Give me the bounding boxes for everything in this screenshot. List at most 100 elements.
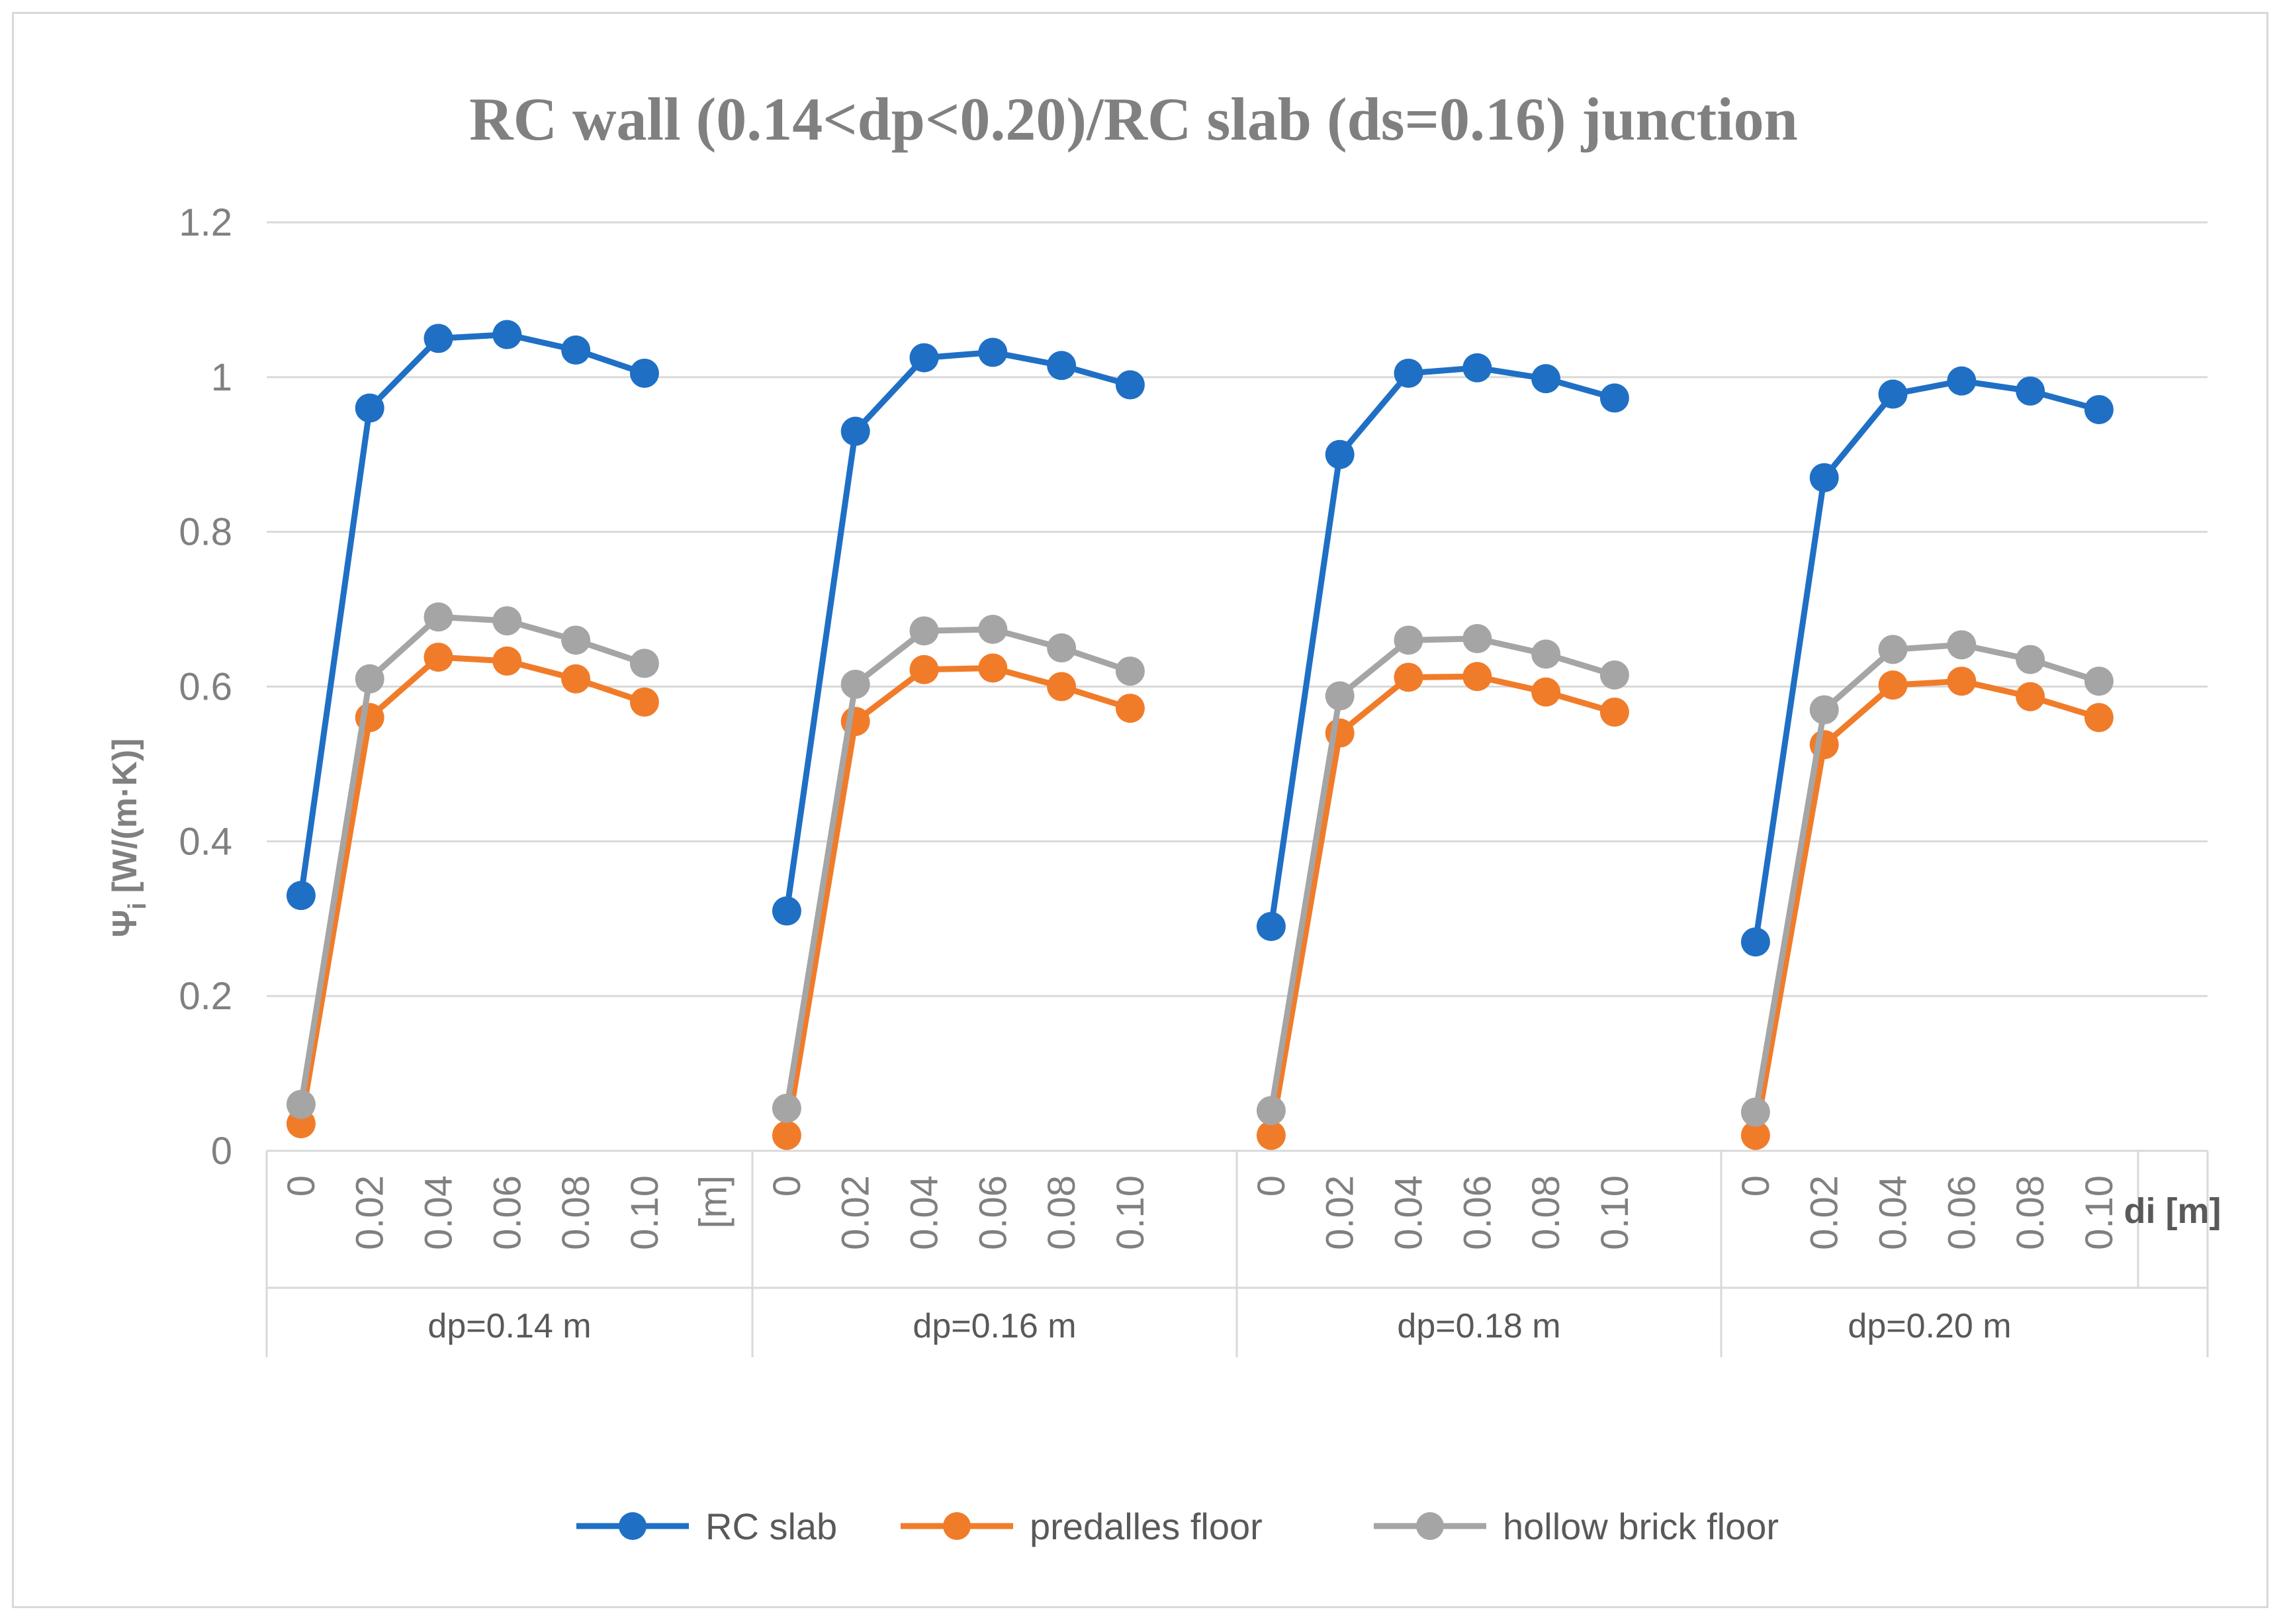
x-tick-label-g2-1: 0.02 [1319, 1175, 1362, 1250]
point-s0-g3-0 [1740, 927, 1770, 957]
y-tick-label-5: 1 [211, 356, 232, 399]
point-s0-g0-5 [629, 358, 659, 388]
x-tick-label-g2-0: 0 [1250, 1175, 1293, 1196]
point-s1-g3-4 [2016, 682, 2045, 711]
point-s2-g0-5 [629, 649, 659, 678]
y-axis-label-sub: i [124, 903, 152, 910]
point-s1-g0-4 [561, 664, 591, 694]
x-tick-label-g2-2: 0.04 [1388, 1175, 1431, 1250]
point-s2-g2-5 [1599, 660, 1629, 690]
series-line-1-group-2 [1268, 673, 1616, 1136]
legend-marker-0 [619, 1512, 647, 1540]
legend-marker-2 [1416, 1512, 1444, 1540]
point-s2-g2-3 [1462, 624, 1492, 654]
point-s1-g1-2 [909, 654, 939, 684]
point-s0-g0-0 [286, 881, 316, 911]
point-s0-g3-4 [2016, 376, 2045, 406]
point-s1-g1-4 [1047, 672, 1077, 701]
x-tick-label-g1-3: 0.06 [971, 1175, 1014, 1250]
series-line-2-group-0 [298, 613, 646, 1105]
y-tick-label-2: 0.4 [179, 820, 232, 863]
y-tick-label-6: 1.2 [179, 201, 232, 244]
point-s0-g2-2 [1394, 358, 1423, 388]
group-label-2: dp=0.18 m [1397, 1307, 1560, 1345]
point-s2-g3-3 [1947, 630, 1977, 660]
series-line-2-group-3 [1752, 641, 2100, 1113]
legend-marker-1 [943, 1512, 971, 1540]
y-axis-label-unit: [W/(m·K)] [106, 739, 144, 893]
y-tick-label-4: 0.8 [179, 511, 232, 554]
point-s0-g1-5 [1115, 370, 1145, 400]
group-label-3: dp=0.20 m [1848, 1307, 2011, 1345]
point-s2-g3-2 [1878, 635, 1908, 664]
point-s0-g1-4 [1047, 351, 1077, 381]
x-tick-label-g0-3: 0.06 [486, 1175, 529, 1250]
point-s0-g1-3 [978, 338, 1008, 367]
point-s2-g2-4 [1531, 639, 1561, 669]
x-tick-label-g2-4: 0.08 [1525, 1175, 1568, 1250]
x-tick-label-g2-5: 0.10 [1593, 1175, 1636, 1250]
point-s0-g0-4 [561, 335, 591, 365]
x-tick-label-g1-1: 0.02 [834, 1175, 877, 1250]
point-s2-g0-2 [424, 602, 453, 632]
point-s2-g0-3 [492, 606, 522, 636]
x-tick-label-g3-0: 0 [1734, 1175, 1777, 1196]
x-tick-label-g1-2: 0.04 [903, 1175, 946, 1250]
point-s2-g3-0 [1740, 1097, 1770, 1127]
x-tick-label-g0-2: 0.04 [418, 1175, 461, 1250]
point-s1-g0-3 [492, 646, 522, 676]
x-tick-label-g3-5: 0.10 [2078, 1175, 2121, 1250]
point-s0-g0-1 [355, 393, 384, 423]
point-s2-g3-1 [1809, 695, 1839, 725]
legend-label-1: predalles floor [1030, 1506, 1263, 1547]
x-tick-label-g1-0: 0 [766, 1175, 809, 1196]
point-s1-g0-2 [424, 643, 453, 672]
point-s2-g3-5 [2084, 666, 2114, 696]
point-s0-g3-2 [1878, 379, 1908, 409]
point-s2-g1-0 [772, 1093, 801, 1123]
point-s1-g3-2 [1878, 670, 1908, 700]
group-label-1: dp=0.16 m [913, 1307, 1076, 1345]
series-layer [286, 320, 2114, 1150]
group-label-0: dp=0.14 m [427, 1307, 591, 1345]
point-s0-g2-1 [1325, 439, 1355, 469]
legend-label-0: RC slab [705, 1506, 837, 1547]
point-s1-g2-4 [1531, 677, 1561, 707]
point-s0-g1-2 [909, 343, 939, 373]
series-line-2-group-1 [783, 626, 1132, 1109]
x-tick-label-g3-2: 0.04 [1872, 1175, 1915, 1250]
x-tick-label-g0-1: 0.02 [349, 1175, 392, 1250]
point-s1-g2-0 [1256, 1120, 1286, 1150]
point-s0-g2-5 [1599, 383, 1629, 413]
chart-title: RC wall (0.14<dp<0.20)/RC slab (ds=0.16)… [469, 85, 1798, 153]
point-s2-g2-2 [1394, 625, 1423, 655]
point-s1-g3-3 [1947, 666, 1977, 696]
point-s2-g3-4 [2016, 645, 2045, 674]
x-tick-label-g0-0: 0 [280, 1175, 323, 1196]
point-s2-g2-1 [1325, 681, 1355, 711]
point-s2-g0-0 [286, 1089, 316, 1119]
point-s1-g2-2 [1394, 662, 1423, 692]
point-s0-g2-4 [1531, 364, 1561, 394]
series-line-1-group-0 [298, 654, 646, 1124]
point-s1-g2-5 [1599, 698, 1629, 727]
point-s1-g1-3 [978, 653, 1008, 683]
y-tick-label-0: 0 [211, 1130, 232, 1173]
point-s0-g3-1 [1809, 463, 1839, 492]
point-s2-g0-1 [355, 664, 384, 694]
point-s2-g0-4 [561, 625, 591, 655]
x-tick-label-g1-4: 0.08 [1040, 1175, 1083, 1250]
series-line-2-group-2 [1268, 635, 1616, 1111]
point-s0-g2-0 [1256, 911, 1286, 941]
point-s2-g1-1 [840, 669, 870, 699]
x-tick-label-g0-6: [m] [692, 1175, 735, 1229]
point-s2-g1-2 [909, 616, 939, 646]
point-s2-g1-3 [978, 614, 1008, 644]
point-s1-g3-5 [2084, 703, 2114, 733]
point-s0-g1-0 [772, 896, 801, 926]
x-axis-title: di [m] [2124, 1191, 2221, 1231]
point-s2-g1-4 [1047, 633, 1077, 663]
axis-layer: 0 0.02 0.04 0.06 0.08 0.10 [m] dp=0.14 m 0 0.02 0.… [265, 1150, 2221, 1357]
y-axis-label: Ψi [W/(m·K)] [106, 739, 152, 938]
point-s1-g1-5 [1115, 694, 1145, 723]
